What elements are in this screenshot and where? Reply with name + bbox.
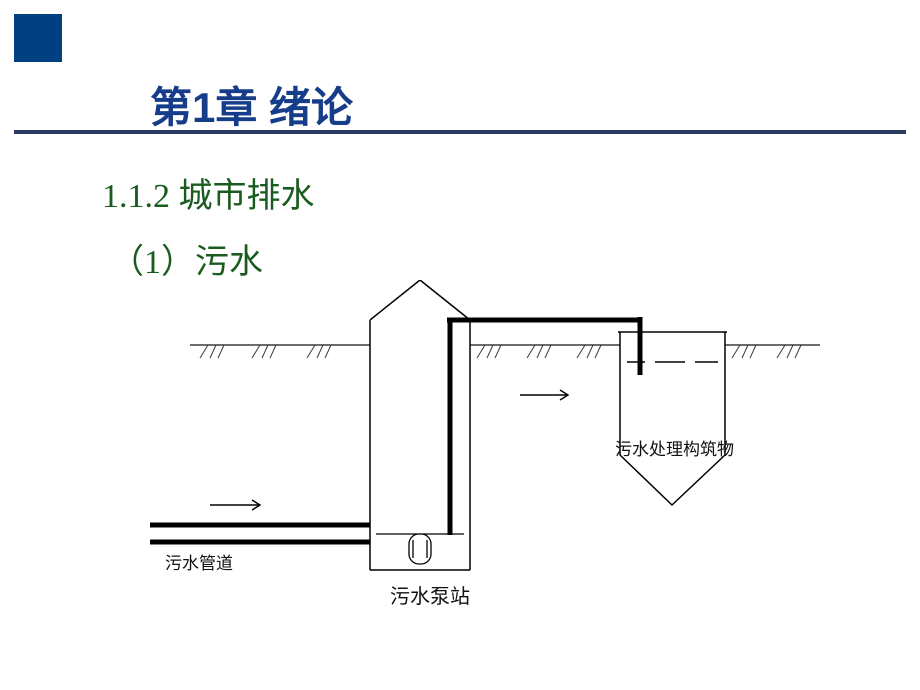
horizontal-rule: [14, 130, 906, 134]
corner-accent: [14, 14, 62, 62]
sub-item-label: （1）污水: [110, 234, 263, 283]
drainage-diagram: 污水管道 污水泵站 污水处理构筑物: [120, 280, 840, 640]
label-inlet-pipe: 污水管道: [165, 549, 233, 574]
chapter-title: 第1章 绪论: [150, 74, 353, 135]
diagram-svg: [120, 280, 840, 640]
section-title: 1.1.2 城市排水: [102, 168, 315, 217]
label-treatment-tank: 污水处理构筑物: [615, 435, 734, 460]
label-pump-station: 污水泵站: [390, 580, 470, 609]
